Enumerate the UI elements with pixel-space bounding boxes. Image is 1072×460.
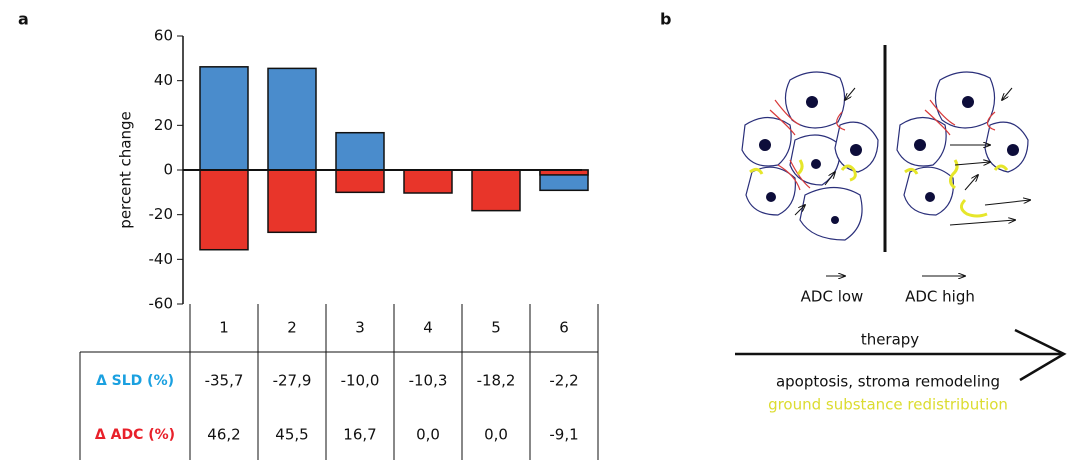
value-label: 0,0 [416,426,440,444]
x-tick-label: 6 [559,319,569,337]
panel-label: b [660,10,671,29]
y-tick-label: 60 [154,27,173,45]
cells-left [742,72,878,240]
y-tick-label: 20 [154,116,173,134]
bar [404,170,452,193]
y-axis-label: percent change [117,111,135,228]
bar [472,170,520,211]
bar [200,170,248,250]
x-tick-label: 3 [355,319,365,337]
value-label: -18,2 [477,372,516,390]
bar [268,68,316,170]
x-tick-label: 2 [287,319,297,337]
x-tick-label: 4 [423,319,433,337]
value-label: 0,0 [484,426,508,444]
diagram-label: therapy [861,331,919,349]
bar [336,133,384,170]
bar [336,170,384,192]
y-tick-label: 40 [154,71,173,89]
x-tick-label: 5 [491,319,501,337]
y-tick-label: 0 [163,161,173,179]
diagram-label: ADC high [905,288,975,306]
diagram-label: ADC low [801,288,864,306]
x-tick-label: 1 [219,319,229,337]
bar [200,67,248,170]
figure: a b percent change [0,0,1072,460]
series-name: Δ ADC (%) [95,427,175,443]
value-label: 16,7 [343,426,376,444]
panel-label: a [18,10,29,29]
value-label: 46,2 [207,426,240,444]
series-name: Δ SLD (%) [96,373,174,389]
value-label: -10,3 [409,372,448,390]
value-label: -27,9 [273,372,312,390]
y-tick-label: -60 [149,295,174,313]
diagram-label: ground substance redistribution [768,396,1008,414]
y-tick-label: -40 [149,250,174,268]
y-tick-label: -20 [149,205,174,223]
value-label: -10,0 [341,372,380,390]
diagram-label: apoptosis, stroma remodeling [776,373,1000,391]
diagram: ADC low ADC high therapy apoptosis, stro… [735,45,1064,414]
value-label: 45,5 [275,426,308,444]
cells-right [897,72,1030,225]
value-label: -35,7 [205,372,244,390]
value-label: -9,1 [549,426,578,444]
value-label: -2,2 [549,372,578,390]
bar [268,170,316,232]
